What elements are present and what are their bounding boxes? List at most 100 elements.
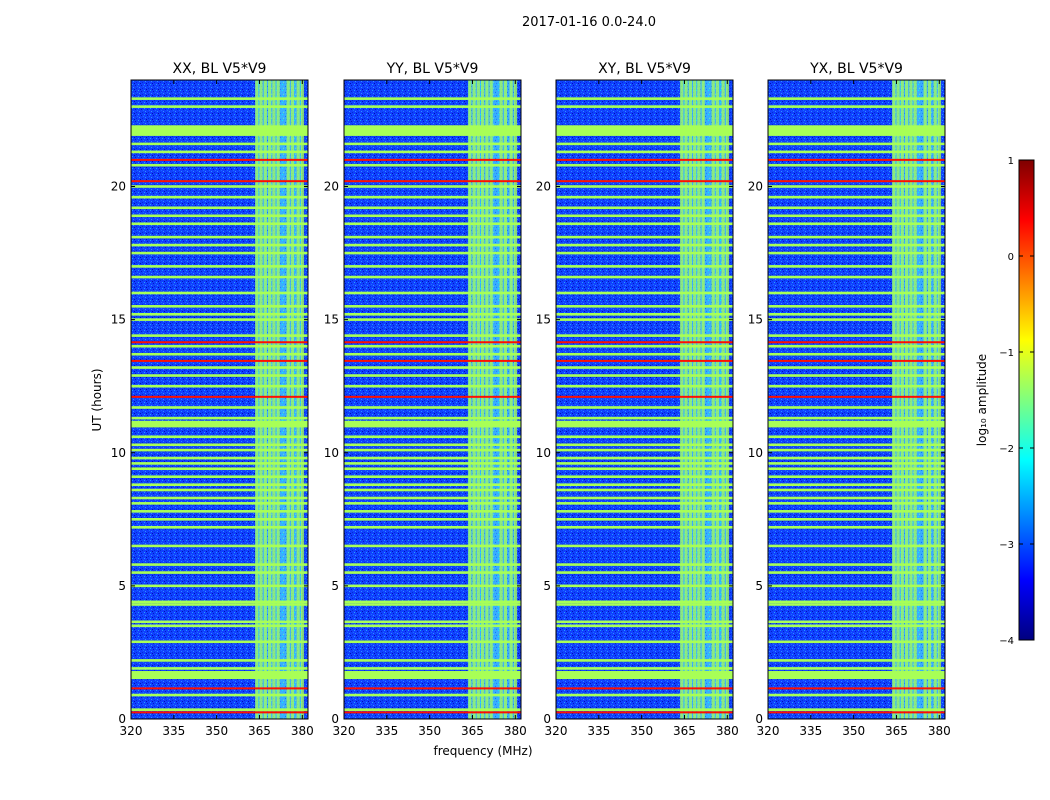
hline-green [556,334,733,337]
hline-green [768,384,945,388]
rfi-channel [688,80,692,719]
hline-green [556,510,733,513]
hline-green [768,483,945,486]
hline-green [344,291,521,295]
y-tick-label: 0 [543,712,551,726]
rfi-channel [697,80,701,719]
hline-green [131,222,308,226]
hline-green [131,671,308,674]
hline-green [344,305,521,308]
hline-green [344,462,521,465]
hline-green [768,105,945,108]
hline-green [344,416,521,420]
hline-green [556,275,733,279]
hline-green [768,305,945,308]
hline-green [768,675,945,678]
hline-green [768,584,945,588]
rfi-channel [255,80,259,719]
figure-suptitle: 2017-01-16 0.0-24.0 [522,15,656,30]
hline-green [344,352,521,356]
hline-green [556,344,733,348]
rfi-channel [909,80,913,719]
hline-green [344,488,521,492]
hline-green [344,214,521,218]
hline-green [768,275,945,279]
rfi-channel [489,80,493,719]
hline-green [768,502,945,505]
hline-green [768,265,945,268]
hline-green [768,510,945,513]
rfi-channel [905,80,909,719]
hline-green [556,456,733,460]
panel-title: YX, BL V5*V9 [809,61,903,77]
hline-green [131,640,308,644]
hline-green [131,624,308,628]
hline-green [131,416,308,420]
hline-green [344,313,521,316]
hline-green [556,422,733,425]
rfi-channel [933,80,937,719]
hline-red [131,158,308,161]
hline-red [131,711,308,714]
hband [344,125,521,136]
hline-green [344,518,521,521]
hline-green [768,318,945,321]
hline-red [131,687,308,690]
hline-green [131,422,308,425]
hline-green [556,659,733,662]
hline-red [768,341,945,344]
hline-green [131,305,308,308]
hline-green [556,708,733,711]
rfi-channel [701,80,705,719]
hline-green [556,671,733,674]
hline-green [131,185,308,188]
hline-green [344,334,521,337]
hline-green [768,462,945,465]
hline-green [556,475,733,479]
rfi-channel [684,80,688,719]
hline-red [556,180,733,183]
hline-green [556,502,733,505]
hline-red [556,711,733,714]
hline-green [344,195,521,199]
hline-green [344,185,521,188]
hline-green [131,475,308,479]
rfi-channel [472,80,476,719]
hline-green [344,675,521,678]
hline-green [768,571,945,574]
y-tick-label: 20 [536,180,551,194]
hline-green [768,97,945,100]
hline-green [131,502,308,505]
hline-green [768,488,945,492]
hline-red [131,395,308,398]
hline-green [768,313,945,316]
hline-green [131,620,308,624]
hline-green [344,265,521,268]
hline-green [556,251,733,255]
panel-title: XX, BL V5*V9 [173,61,267,77]
hline-green [344,475,521,479]
hline-green [768,422,945,425]
x-tick-label: 350 [842,724,865,738]
hline-green [768,150,945,154]
hline-green [556,195,733,199]
axes-frame [555,79,734,720]
hline-green [556,206,733,210]
heatmap-image [768,80,945,719]
hband [131,671,308,680]
colorbar-label: log₁₀ amplitude [975,354,989,446]
rfi-channel [296,80,300,719]
hline-green [344,659,521,662]
rfi-channel [927,80,932,719]
colorbar-tick-label: −4 [999,636,1014,647]
hline-green [344,105,521,108]
hline-green [131,406,308,409]
hline-green [131,105,308,108]
heatmap-image [556,80,733,719]
hline-green [556,624,733,628]
hline-green [768,163,945,167]
hline-green [344,671,521,674]
hline-green [131,563,308,566]
hline-green [768,406,945,409]
hline-green [131,675,308,678]
